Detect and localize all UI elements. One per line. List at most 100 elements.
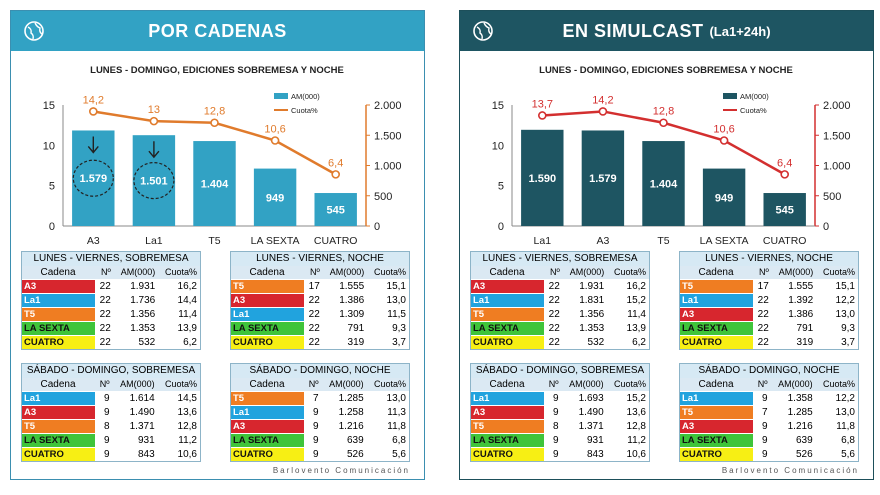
x-tick-label: LA SEXTA: [251, 235, 300, 247]
value-cell: 1.931: [113, 279, 159, 294]
table-row: LA SEXTA 9 931 11,2: [22, 433, 200, 448]
bar-value-label: 1.404: [201, 179, 229, 191]
table-header-cell: AM(000): [112, 378, 158, 392]
value-cell: 17: [753, 279, 772, 294]
value-cell: 1.371: [561, 419, 607, 434]
value-cell: 1.386: [771, 307, 817, 322]
value-cell: 9: [544, 405, 562, 420]
table-row: CUATRO 9 526 5,6: [680, 447, 858, 461]
value-cell: 1.490: [561, 405, 607, 420]
value-cell: 11,2: [606, 433, 649, 448]
value-cell: 17: [304, 279, 323, 294]
value-cell: 13,0: [816, 307, 858, 322]
value-cell: 22: [304, 335, 323, 349]
globe-icon: [473, 21, 493, 41]
table-row: La1 22 1.736 14,4: [22, 293, 200, 308]
table-header-cell: Nº: [544, 266, 563, 280]
left-header: POR CADENAS: [11, 11, 424, 51]
value-cell: 319: [771, 335, 817, 349]
right-panel: EN SIMULCAST (La1+24h) LUNES - DOMINGO, …: [459, 10, 874, 480]
value-cell: 1.555: [322, 279, 368, 294]
channel-cell: T5: [231, 279, 304, 294]
table-row: T5 22 1.356 11,4: [22, 307, 200, 322]
value-cell: 843: [561, 447, 607, 461]
table-row: La1 22 1.309 11,5: [231, 307, 409, 322]
table-header-cell: Cadena: [231, 266, 304, 280]
value-cell: 13,0: [815, 405, 858, 420]
value-cell: 15,2: [606, 391, 649, 406]
y-left-tick-label: 15: [492, 100, 504, 112]
y-left-tick-label: 5: [49, 181, 55, 193]
channel-cell: CUATRO: [680, 335, 753, 349]
table-header-cell: Cuota%: [366, 378, 409, 392]
line-point: [659, 118, 668, 128]
line-point: [780, 170, 790, 179]
arrow-down-icon: [148, 141, 160, 159]
table-header-row: Cadena Nº AM(000) Cuota%: [471, 378, 649, 392]
channel-cell: T5: [231, 391, 304, 406]
y-right-tick-label: 1.500: [374, 130, 402, 142]
line-point: [210, 118, 219, 128]
table-row: CUATRO 9 843 10,6: [471, 447, 649, 461]
value-cell: 22: [753, 321, 772, 336]
bar-value-label: 1.590: [529, 173, 557, 185]
table-header-cell: Cadena: [471, 378, 544, 392]
value-cell: 9: [544, 447, 562, 461]
channel-cell: T5: [680, 405, 753, 420]
table-header-row: Cadena Nº AM(000) Cuota%: [680, 378, 858, 392]
table-header-row: Cadena Nº AM(000) Cuota%: [231, 378, 409, 392]
channel-cell: LA SEXTA: [680, 321, 753, 336]
ratings-table: LUNES - VIERNES, NOCHE Cadena Nº AM(000) Cuo…: [679, 251, 859, 350]
table-title: LUNES - VIERNES, SOBREMESA: [22, 252, 200, 266]
y-left-tick-label: 10: [43, 140, 55, 152]
table-header-cell: Cuota%: [816, 266, 858, 280]
value-cell: 1.356: [113, 307, 159, 322]
table-header-cell: Cadena: [680, 378, 753, 392]
table-header-cell: Cadena: [680, 266, 753, 280]
value-cell: 1.258: [321, 405, 367, 420]
table-header-cell: Cadena: [22, 378, 95, 392]
bar-value-label: 545: [776, 205, 794, 217]
table-row: T5 8 1.371 12,8: [471, 419, 649, 434]
y-left-tick-label: 0: [49, 221, 55, 233]
channel-cell: A3: [471, 279, 544, 294]
bar-t5: [193, 141, 236, 226]
value-cell: 5,6: [366, 447, 409, 461]
value-cell: 9: [304, 433, 322, 448]
y-right-tick-label: 2.000: [374, 100, 402, 112]
table-row: CUATRO 9 526 5,6: [231, 447, 409, 461]
bar-cuatro: [763, 193, 806, 226]
channel-cell: CUATRO: [22, 335, 95, 349]
line-point: [719, 136, 729, 145]
table-row: T5 22 1.356 11,4: [471, 307, 649, 322]
value-cell: 9: [95, 433, 113, 448]
channel-cell: A3: [680, 419, 753, 434]
value-cell: 843: [112, 447, 158, 461]
value-cell: 9: [304, 405, 322, 420]
channel-cell: La1: [22, 293, 95, 308]
y-right-tick-label: 1.000: [823, 161, 851, 173]
y-right-tick-label: 1.500: [823, 130, 851, 142]
value-cell: 319: [322, 335, 368, 349]
channel-cell: T5: [471, 419, 544, 434]
table-row: LA SEXTA 22 1.353 13,9: [471, 321, 649, 336]
channel-cell: La1: [680, 391, 753, 406]
channel-cell: LA SEXTA: [22, 433, 95, 448]
value-cell: 3,7: [367, 335, 409, 349]
value-cell: 1.386: [322, 293, 368, 308]
table-header-row: Cadena Nº AM(000) Cuota%: [231, 266, 409, 280]
channel-cell: La1: [231, 405, 304, 420]
value-cell: 15,1: [367, 279, 409, 294]
table-header-cell: Nº: [304, 266, 323, 280]
left-panel: POR CADENAS LUNES - DOMINGO, EDICIONES S…: [10, 10, 425, 480]
table-row: A3 9 1.490 13,6: [22, 405, 200, 420]
left-chart: LUNES - DOMINGO, EDICIONES SOBREMESA Y N…: [43, 65, 402, 247]
value-cell: 1.614: [112, 391, 158, 406]
value-cell: 1.353: [562, 321, 608, 336]
value-cell: 9: [544, 391, 562, 406]
table-row: La1 9 1.358 12,2: [680, 391, 858, 406]
value-cell: 22: [304, 293, 323, 308]
x-tick-label: CUATRO: [763, 235, 807, 247]
value-cell: 931: [561, 433, 607, 448]
bar-value-label: 949: [266, 192, 284, 204]
